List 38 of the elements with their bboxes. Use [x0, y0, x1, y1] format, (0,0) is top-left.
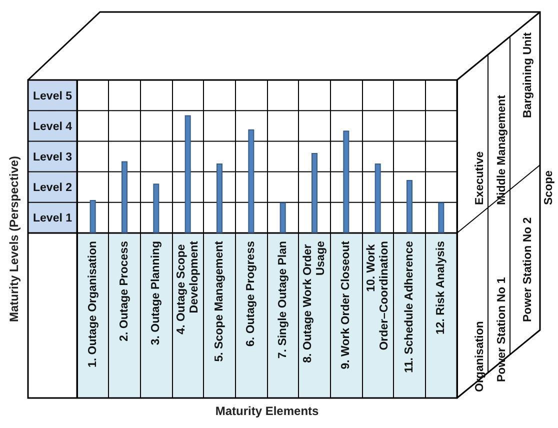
x-tick-label: 10. Work Order–Coordination — [365, 241, 390, 350]
bar — [438, 202, 444, 233]
text: Executive — [474, 151, 486, 205]
text: Level 2 — [33, 182, 72, 194]
x-tick-label: 12. Risk Analysis — [435, 241, 448, 335]
bar — [343, 130, 350, 233]
bar — [122, 161, 128, 233]
bar — [406, 180, 412, 233]
x-tick-label: 3. Outage Planning — [150, 241, 162, 346]
bar — [280, 202, 286, 233]
text: Organisation — [474, 321, 486, 392]
text: Bargaining Unit — [522, 32, 534, 118]
text: Level 1 — [33, 212, 73, 225]
text: Power Station No 1 — [496, 276, 508, 382]
text: Level 3 — [33, 152, 72, 164]
x-tick-label: 6. Outage Progress — [245, 241, 258, 346]
text: Scope — [543, 170, 555, 205]
bar — [90, 200, 96, 233]
bar — [184, 115, 191, 233]
text: Power Station No 2 — [522, 217, 534, 322]
x-tick-label: 1. Outage Organisation — [86, 241, 99, 368]
x-tick-label: 9. Work Order Closeout — [340, 240, 352, 370]
text: Middle Management — [496, 94, 508, 205]
x-tick-label: 7. Single Outage Plan — [276, 241, 289, 359]
bar — [374, 164, 381, 233]
bar — [312, 152, 318, 233]
x-tick-label: 5. Scope Management — [214, 240, 226, 362]
x-tick-label: 4. Outage Scope Development — [175, 240, 200, 334]
text: Level 4 — [33, 120, 73, 133]
bar — [153, 184, 160, 233]
bar — [216, 164, 222, 233]
y-axis-title: Maturity Levels (Perspective) — [7, 156, 21, 322]
text: Level 5 — [33, 90, 73, 102]
x-tick-label: 2. Outage Process — [118, 241, 130, 342]
x-axis-title: Maturity Elements — [215, 404, 320, 418]
bar — [248, 129, 254, 233]
x-tick-label: 8. Outage Work Order Usage — [302, 241, 327, 363]
x-tick-label: 11. Schedule Adherence — [404, 241, 416, 373]
